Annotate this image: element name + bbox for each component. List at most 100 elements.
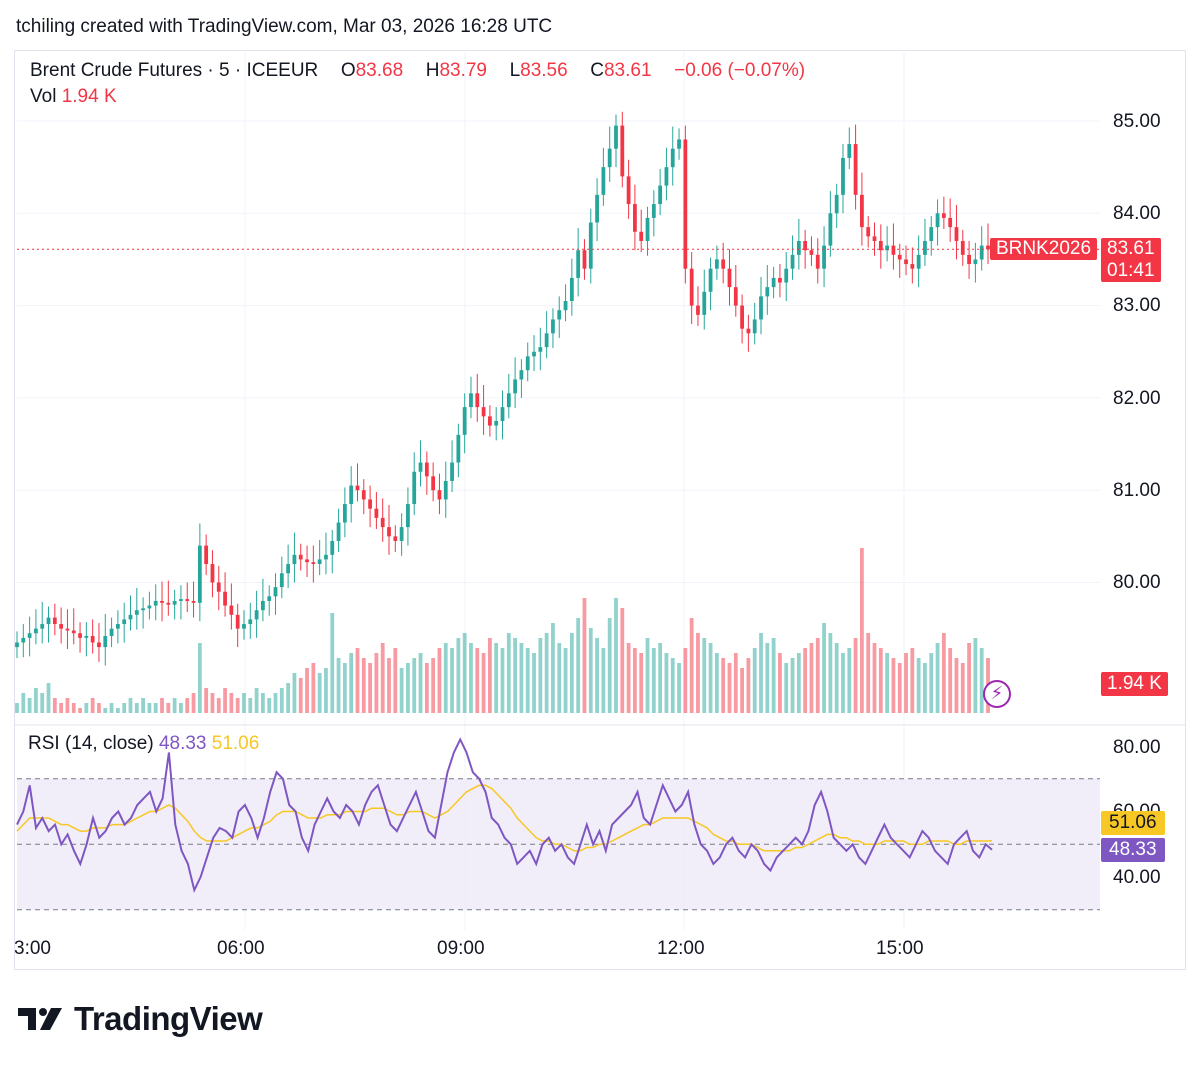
volume-bar — [759, 633, 763, 713]
candle-body — [778, 277, 782, 283]
candle-body — [809, 250, 814, 255]
candle-body — [822, 245, 826, 269]
symbol-title[interactable]: Brent Crude Futures · 5 · ICEEUR — [30, 60, 319, 81]
volume-bar — [399, 668, 404, 713]
volume-bar — [361, 658, 366, 713]
volume-bar — [620, 608, 625, 713]
ticker-tag[interactable]: BRNK2026 — [990, 238, 1098, 260]
candle-body — [254, 610, 259, 620]
candle-body — [229, 605, 234, 615]
candle-body — [172, 600, 177, 605]
candle-body — [223, 591, 227, 606]
candle-body — [595, 194, 599, 223]
candle-body — [878, 240, 883, 251]
volume-bar — [52, 698, 57, 713]
candle-body — [639, 231, 644, 241]
volume-bar — [727, 663, 732, 713]
candle-body — [979, 245, 984, 260]
volume-bar — [595, 638, 599, 713]
candle-body — [696, 305, 700, 315]
candle-body — [885, 245, 890, 251]
volume-bar — [935, 643, 940, 713]
volume-bar — [27, 698, 32, 713]
volume-bar — [689, 618, 694, 713]
volume-bar — [387, 658, 391, 713]
volume-bar — [21, 693, 26, 713]
candle-body — [342, 504, 347, 523]
volume-bar — [563, 648, 568, 713]
volume-bar — [191, 693, 196, 713]
volume-bar — [576, 618, 581, 713]
volume-bar — [803, 648, 808, 713]
candle-body — [765, 287, 770, 297]
last-price-tag: 83.61 — [1101, 238, 1161, 260]
volume-bar — [15, 703, 19, 713]
countdown-tag: 01:41 — [1101, 260, 1161, 282]
volume-bar — [286, 683, 291, 713]
candle-body — [204, 545, 209, 565]
candle-body — [298, 554, 303, 560]
candle-body — [897, 254, 902, 260]
volume-bar — [878, 648, 883, 713]
volume-bar — [324, 668, 328, 713]
candle-body — [841, 157, 845, 195]
candle-body — [115, 624, 120, 629]
candle-body — [582, 250, 587, 269]
volume-bar — [651, 648, 656, 713]
volume-bar — [374, 653, 379, 713]
volume-bar — [960, 663, 965, 713]
volume-bar — [216, 698, 221, 713]
candle-body — [197, 545, 202, 603]
volume-bar — [204, 688, 209, 713]
candle-body — [336, 522, 341, 541]
low-label: L — [509, 60, 521, 81]
candle-body — [538, 347, 543, 352]
candle-body — [418, 462, 423, 472]
candle-body — [941, 213, 946, 218]
candle-body — [261, 600, 265, 611]
volume-bar — [532, 653, 536, 713]
candle-body — [954, 227, 959, 241]
candle-body — [853, 144, 858, 195]
candle-body — [689, 268, 694, 306]
volume-bar — [538, 638, 543, 713]
candle-body — [651, 204, 656, 218]
volume-bar — [923, 663, 927, 713]
candle-body — [740, 305, 744, 329]
volume-bar — [248, 698, 253, 713]
volume-bar — [904, 653, 908, 713]
candle-body — [59, 624, 64, 629]
volume-bar — [487, 638, 492, 713]
candle-body — [746, 328, 751, 334]
lightning-bolt-icon[interactable]: ⚡ — [983, 680, 1011, 708]
candle-body — [588, 222, 593, 269]
volume-bar — [733, 653, 738, 713]
candle-body — [752, 319, 757, 334]
candle-body — [721, 259, 726, 269]
volume-bar — [639, 653, 644, 713]
volume-bar — [406, 663, 410, 713]
volume-bar — [866, 633, 871, 713]
volume-bar — [847, 648, 852, 713]
rsi-label[interactable]: RSI (14, close) — [28, 733, 154, 754]
volume-bar — [78, 708, 82, 713]
volume-bar — [267, 698, 272, 713]
candle-body — [153, 600, 158, 606]
volume-bar — [582, 598, 587, 713]
candle-body — [544, 333, 549, 348]
candle-body — [330, 540, 335, 555]
candle-body — [891, 245, 896, 255]
candle-body — [160, 600, 164, 603]
price-tick-81: 81.00 — [1113, 480, 1161, 501]
volume-bar — [916, 658, 921, 713]
candle-body — [733, 287, 738, 306]
volume-bar — [740, 668, 744, 713]
volume-bar — [229, 693, 234, 713]
volume-bar — [197, 643, 202, 713]
candle-body — [267, 596, 272, 601]
volume-bar — [860, 548, 864, 713]
tradingview-logo[interactable]: TradingView — [18, 1000, 263, 1038]
vol-value: 1.94 K — [61, 86, 117, 107]
volume-bar — [97, 703, 101, 713]
